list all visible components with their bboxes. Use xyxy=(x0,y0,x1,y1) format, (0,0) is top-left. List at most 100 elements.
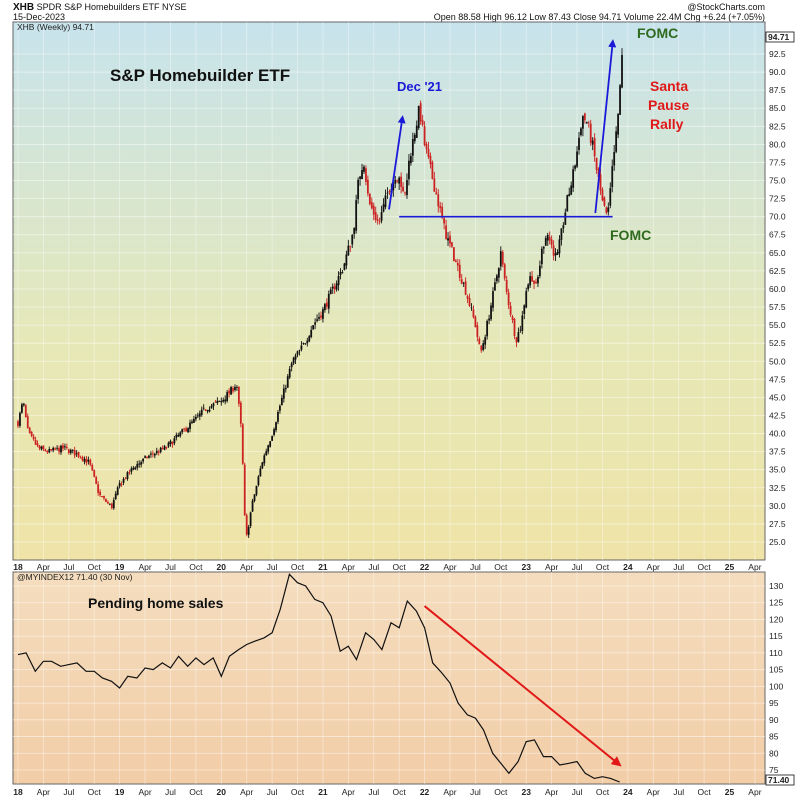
candle-body xyxy=(91,465,94,471)
candle-body xyxy=(62,445,64,449)
candle-body xyxy=(116,487,119,495)
candle-body xyxy=(603,197,606,206)
candle-body xyxy=(535,281,537,284)
candle-body xyxy=(85,458,88,463)
candle-body xyxy=(570,185,573,195)
candle-body xyxy=(279,405,281,411)
candle-body xyxy=(159,447,162,453)
candle-body xyxy=(335,283,338,290)
annotation-dec21: Dec '21 xyxy=(397,79,442,94)
price-y-tick-label: 50.0 xyxy=(769,356,786,366)
candle-body xyxy=(347,245,350,256)
candle-body xyxy=(167,442,170,447)
candle-body xyxy=(513,318,516,337)
candle-body xyxy=(494,282,496,291)
candle-body xyxy=(249,512,252,526)
candle-body xyxy=(67,449,70,453)
candle-body xyxy=(169,440,172,444)
price-candles xyxy=(17,48,623,538)
candle-body xyxy=(499,251,502,267)
price-y-tick-label: 32.5 xyxy=(769,483,786,493)
candle-body xyxy=(533,280,535,284)
candle-body xyxy=(562,225,565,229)
watermark: @StockCharts.com xyxy=(687,2,765,12)
annotation-fomc-bottom: FOMC xyxy=(610,227,651,243)
candle-body xyxy=(349,245,352,247)
indicator-x-tick-label: Jul xyxy=(673,787,684,797)
candle-body xyxy=(236,387,238,388)
etf-name: SPDR S&P Homebuilders ETF xyxy=(36,2,160,12)
candle-body xyxy=(103,495,105,499)
pending-home-sales-line xyxy=(17,573,620,783)
candle-body xyxy=(327,293,330,309)
candle-body xyxy=(155,450,158,454)
candle-body xyxy=(404,192,406,194)
price-x-tick-label: Apr xyxy=(240,562,253,572)
indicator-gridlines xyxy=(13,572,765,784)
candle-body xyxy=(325,302,328,307)
indicator-y-tick-label: 105 xyxy=(769,665,783,675)
indicator-x-tick-label: Apr xyxy=(443,787,456,797)
price-x-tick-label: Apr xyxy=(138,562,151,572)
candle-body xyxy=(56,447,58,449)
indicator-y-tick-label: 75 xyxy=(769,765,779,775)
candle-body xyxy=(251,500,254,512)
candle-body xyxy=(107,501,109,504)
candle-body xyxy=(288,368,291,378)
price-last-value-box xyxy=(765,31,795,43)
candle-body xyxy=(79,457,82,459)
candle-body xyxy=(429,155,432,164)
candle-body xyxy=(218,400,221,402)
candle-body xyxy=(177,434,180,437)
candle-body xyxy=(607,207,610,212)
downtrend-arrow-red xyxy=(423,605,622,767)
candle-body xyxy=(151,453,154,455)
candle-body xyxy=(411,139,414,156)
indicator-x-tick-label: Oct xyxy=(88,787,102,797)
indicator-x-tick-label: Oct xyxy=(189,787,203,797)
candle-body xyxy=(298,350,301,352)
candle-body xyxy=(42,445,45,449)
candle-body xyxy=(179,432,182,437)
symbol: XHB xyxy=(13,2,35,13)
price-x-tick-label: 23 xyxy=(521,562,531,572)
candle-body xyxy=(308,336,311,342)
candle-body xyxy=(357,179,360,200)
indicator-y-tick-label: 110 xyxy=(769,648,783,658)
candle-body xyxy=(185,428,188,432)
candle-body xyxy=(406,180,408,196)
candle-body xyxy=(194,416,197,420)
indicator-chart-title: Pending home sales xyxy=(88,595,224,611)
candle-body xyxy=(441,206,444,218)
price-last-value: 94.71 xyxy=(768,32,790,42)
candle-body xyxy=(474,316,477,328)
candle-body xyxy=(521,315,524,331)
exchange: NYSE xyxy=(162,2,187,12)
candle-body xyxy=(552,245,555,256)
candle-body xyxy=(337,276,340,286)
candle-body xyxy=(24,405,27,418)
candle-body xyxy=(515,337,518,343)
candle-body xyxy=(69,449,72,453)
candle-body xyxy=(187,428,189,433)
candle-body xyxy=(490,305,492,320)
candle-body xyxy=(296,351,299,355)
candle-body xyxy=(245,515,248,535)
candle-body xyxy=(476,325,479,337)
candle-body xyxy=(333,286,336,290)
price-y-tick-label: 55.0 xyxy=(769,320,786,330)
candle-body xyxy=(191,421,193,423)
candle-body xyxy=(263,455,266,464)
candle-body xyxy=(368,194,371,205)
indicator-y-tick-label: 80 xyxy=(769,748,779,758)
candle-body xyxy=(277,411,279,422)
indicator-x-tick-label: Apr xyxy=(37,787,50,797)
candle-body xyxy=(269,441,272,447)
candle-body xyxy=(73,450,76,456)
candle-body xyxy=(595,157,598,170)
candle-body xyxy=(386,192,389,194)
price-x-tick-label: Apr xyxy=(342,562,355,572)
candle-body xyxy=(101,496,103,498)
candle-body xyxy=(593,137,596,157)
candle-body xyxy=(181,429,184,433)
